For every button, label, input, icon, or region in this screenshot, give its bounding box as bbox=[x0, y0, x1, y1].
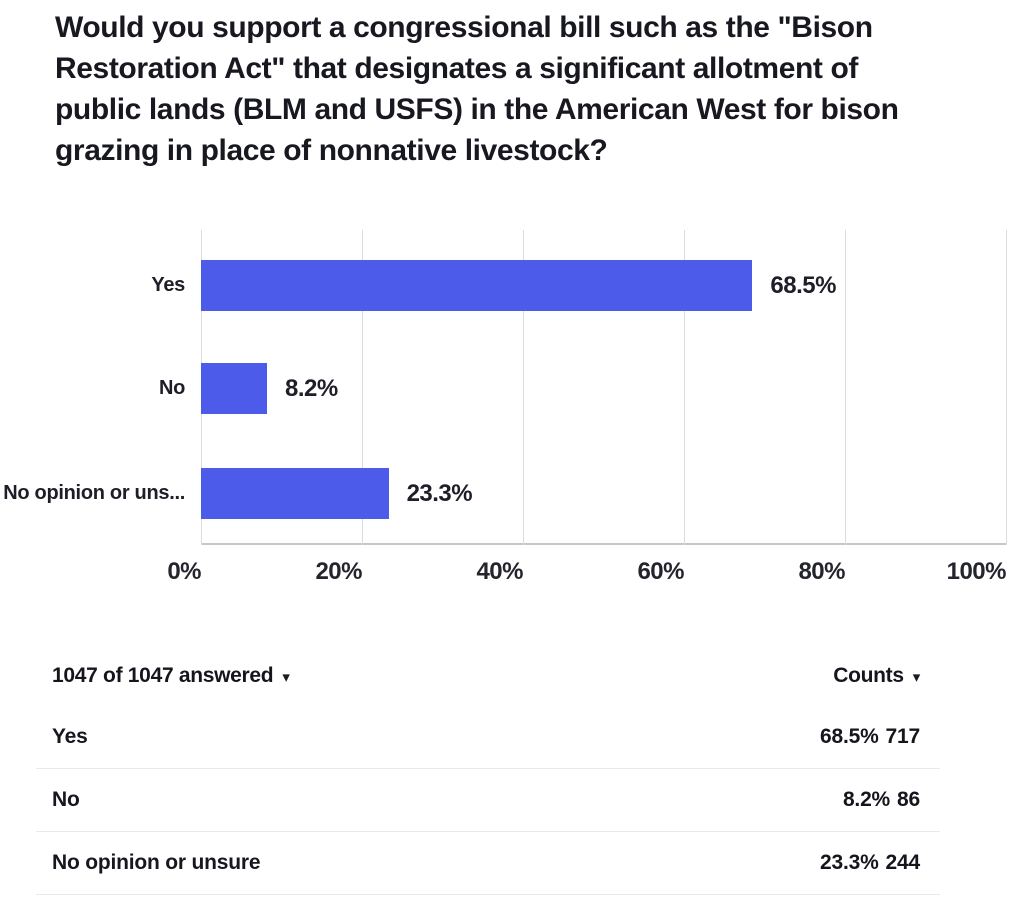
x-tick-label: 20% bbox=[315, 558, 362, 585]
answer-value: 23.3% 244 bbox=[820, 851, 920, 875]
gridline bbox=[845, 230, 846, 545]
bar bbox=[201, 468, 389, 519]
x-tick-label: 60% bbox=[637, 558, 684, 585]
table-row: Yes 68.5% 717 bbox=[36, 706, 940, 769]
answered-summary-label: 1047 of 1047 answered bbox=[52, 664, 274, 687]
table-row: No 8.2% 86 bbox=[36, 769, 940, 832]
chart-plot-area: 68.5% 8.2% 23.3% bbox=[201, 230, 1007, 545]
x-tick-label: 0% bbox=[167, 558, 201, 585]
category-label: No bbox=[158, 377, 185, 399]
answer-label: No bbox=[52, 788, 80, 811]
table-row: No opinion or unsure 23.3% 244 bbox=[36, 832, 940, 895]
x-tick-label: 80% bbox=[798, 558, 845, 585]
bar bbox=[201, 260, 753, 311]
results-table: 1047 of 1047 answered ▾ Counts ▾ Yes 68.… bbox=[36, 662, 940, 895]
answered-filter-dropdown[interactable]: 1047 of 1047 answered ▾ bbox=[52, 664, 290, 688]
bar-value-label: 8.2% bbox=[285, 374, 338, 402]
category-label: No opinion or uns... bbox=[3, 482, 185, 504]
answer-value: 8.2% 86 bbox=[843, 788, 920, 812]
chevron-down-icon: ▾ bbox=[282, 668, 290, 686]
gridline bbox=[523, 230, 524, 545]
answer-label: Yes bbox=[52, 725, 88, 748]
bar-value-label: 23.3% bbox=[406, 479, 473, 507]
answer-count: 86 bbox=[897, 788, 920, 811]
x-axis: 0% 20% 40% 60% 80% 100% bbox=[0, 556, 1024, 592]
bar-chart: 68.5% 8.2% 23.3% Yes No No opinion or uns...… bbox=[0, 230, 1024, 600]
gridline bbox=[1006, 230, 1007, 545]
category-labels: Yes No No opinion or uns... bbox=[0, 230, 185, 545]
answer-count: 717 bbox=[885, 725, 921, 748]
category-label: Yes bbox=[151, 274, 185, 296]
answer-percent: 68.5% bbox=[820, 725, 879, 748]
answer-label: No opinion or unsure bbox=[52, 851, 261, 874]
answer-percent: 23.3% bbox=[820, 851, 879, 874]
counts-header-label: Counts bbox=[833, 664, 904, 687]
x-tick-label: 40% bbox=[476, 558, 523, 585]
answer-value: 68.5% 717 bbox=[820, 725, 920, 749]
gridline bbox=[362, 230, 363, 545]
bar bbox=[201, 363, 267, 414]
bar-value-label: 68.5% bbox=[770, 271, 836, 299]
gridline bbox=[684, 230, 685, 545]
counts-dropdown[interactable]: Counts ▾ bbox=[833, 664, 920, 688]
chevron-down-icon: ▾ bbox=[912, 668, 921, 686]
question-title: Would you support a congressional bill s… bbox=[55, 11, 899, 167]
answer-percent: 8.2% bbox=[842, 788, 891, 811]
table-header: 1047 of 1047 answered ▾ Counts ▾ bbox=[36, 662, 940, 706]
x-tick-label: 100% bbox=[946, 558, 1007, 585]
answer-count: 244 bbox=[885, 851, 921, 874]
